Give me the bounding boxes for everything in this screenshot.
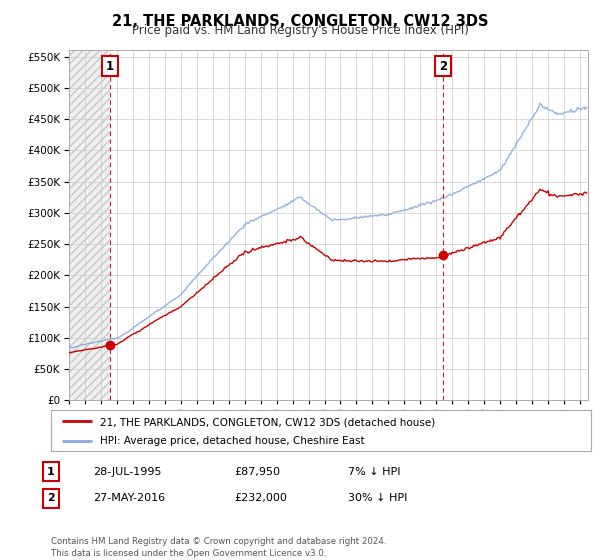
Text: HPI: Average price, detached house, Cheshire East: HPI: Average price, detached house, Ches… [100, 436, 364, 446]
Text: 1: 1 [47, 466, 55, 477]
Text: Contains HM Land Registry data © Crown copyright and database right 2024.
This d: Contains HM Land Registry data © Crown c… [51, 537, 386, 558]
Text: 2: 2 [439, 60, 447, 73]
Text: 30% ↓ HPI: 30% ↓ HPI [348, 493, 407, 503]
Text: 7% ↓ HPI: 7% ↓ HPI [348, 466, 401, 477]
Text: 27-MAY-2016: 27-MAY-2016 [93, 493, 165, 503]
Text: 1: 1 [106, 60, 114, 73]
Bar [69, 50, 110, 400]
Text: 2: 2 [47, 493, 55, 503]
Text: 28-JUL-1995: 28-JUL-1995 [93, 466, 161, 477]
Text: 21, THE PARKLANDS, CONGLETON, CW12 3DS: 21, THE PARKLANDS, CONGLETON, CW12 3DS [112, 14, 488, 29]
Text: £87,950: £87,950 [234, 466, 280, 477]
Text: 21, THE PARKLANDS, CONGLETON, CW12 3DS (detached house): 21, THE PARKLANDS, CONGLETON, CW12 3DS (… [100, 417, 435, 427]
Text: £232,000: £232,000 [234, 493, 287, 503]
Text: Price paid vs. HM Land Registry's House Price Index (HPI): Price paid vs. HM Land Registry's House … [131, 24, 469, 36]
